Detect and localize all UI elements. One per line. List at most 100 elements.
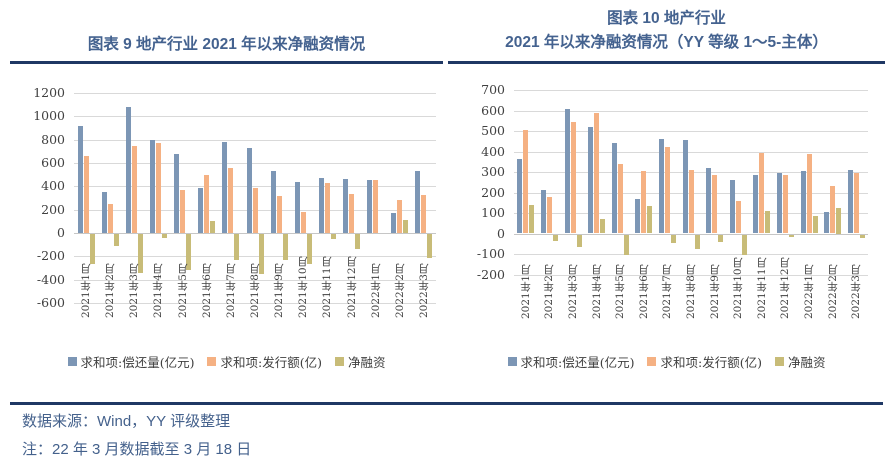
- bar-net: [742, 234, 747, 255]
- bar-repay: [367, 179, 372, 233]
- legend-item: 求和项:发行额(亿): [647, 352, 762, 371]
- x-tick-label: 2022年1月: [803, 264, 815, 319]
- bar-issue: [397, 200, 402, 233]
- x-tick-label: 2021年12月: [779, 257, 791, 319]
- bar-net: [765, 210, 770, 234]
- bar-net: [427, 234, 432, 258]
- bar-repay: [391, 213, 396, 233]
- x-tick-label: 2022年2月: [394, 263, 406, 318]
- legend-swatch: [207, 357, 217, 366]
- bar-net: [331, 234, 336, 240]
- y-tick-label: -100: [476, 246, 505, 261]
- y-tick-label: 1200: [33, 85, 65, 100]
- bar-net: [234, 234, 239, 261]
- bar-repay: [588, 126, 593, 234]
- bar-repay: [777, 173, 782, 234]
- footer-divider: [10, 402, 883, 405]
- bar-net: [162, 234, 167, 238]
- bar-net: [600, 219, 605, 234]
- y-tick-label: 700: [481, 82, 505, 97]
- x-tick-label: 2021年7月: [225, 263, 237, 318]
- bar-repay: [415, 170, 420, 233]
- y-tick-label: 300: [481, 164, 505, 179]
- bar-issue: [736, 200, 741, 234]
- bar-repay: [319, 177, 324, 233]
- y-tick-label: 100: [481, 205, 505, 220]
- y-tick-label: 600: [481, 102, 505, 118]
- bar-net: [813, 216, 818, 234]
- x-tick-label: 2022年1月: [370, 263, 382, 318]
- bar-repay: [343, 178, 348, 233]
- y-tick-label: 200: [481, 184, 505, 200]
- bar-issue: [301, 212, 306, 233]
- bar-net: [529, 204, 534, 234]
- bar-issue: [759, 152, 764, 234]
- zero-axis-line: [514, 233, 868, 235]
- bar-repay: [683, 140, 688, 234]
- bar-net: [186, 234, 191, 271]
- x-tick-label: 2021年1月: [520, 264, 532, 319]
- bar-net: [114, 234, 119, 246]
- bar-issue: [421, 194, 426, 233]
- bar-net: [624, 234, 629, 255]
- bar-repay: [659, 139, 664, 234]
- bar-net: [718, 234, 723, 242]
- bar-repay: [801, 170, 806, 234]
- bar-issue: [712, 175, 717, 234]
- legend-label: 求和项:偿还量(亿元): [520, 355, 635, 370]
- y-tick-label: 0: [57, 225, 65, 240]
- y-tick-label: 200: [41, 201, 65, 217]
- gridline: [74, 279, 436, 281]
- y-tick-label: -400: [36, 271, 65, 287]
- x-tick-label: 2021年10月: [732, 257, 744, 319]
- x-tick-label: 2021年5月: [177, 263, 189, 318]
- bar-repay: [706, 167, 711, 234]
- bar-net: [647, 205, 652, 234]
- chart-title-line2: 2021 年以来净融资情况（YY 等级 1～5-主体）: [505, 34, 828, 51]
- bar-repay: [222, 142, 227, 233]
- x-tick-label: 2021年2月: [104, 263, 116, 318]
- bar-repay: [730, 180, 735, 234]
- bar-issue: [689, 169, 694, 234]
- chart-legend: 求和项:偿还量(亿元) 求和项:发行额(亿) 净融资: [10, 352, 443, 371]
- gridline: [74, 256, 436, 258]
- bar-issue: [108, 203, 113, 233]
- bar-net: [695, 234, 700, 249]
- x-tick-label: 2021年10月: [297, 256, 309, 318]
- bar-repay: [753, 175, 758, 234]
- x-tick-label: 2021年8月: [249, 263, 261, 318]
- x-tick-label: 2021年5月: [614, 264, 626, 319]
- bar-issue: [253, 188, 258, 233]
- legend-swatch: [774, 357, 784, 366]
- y-tick-label: 400: [481, 143, 505, 159]
- legend-label: 净融资: [347, 355, 386, 370]
- bar-repay: [635, 198, 640, 234]
- y-tick-label: 800: [41, 131, 65, 147]
- y-tick-label: -600: [36, 295, 65, 310]
- x-tick-label: 2021年4月: [591, 264, 603, 319]
- bar-issue: [665, 147, 670, 234]
- bar-repay: [612, 143, 617, 234]
- bar-net: [860, 234, 865, 238]
- x-tick-label: 2021年11月: [321, 256, 333, 318]
- legend-item: 求和项:偿还量(亿元): [507, 352, 635, 371]
- gridline: [74, 139, 436, 141]
- gridline: [514, 90, 868, 91]
- legend-label: 净融资: [787, 355, 826, 370]
- x-tick-label: 2021年8月: [685, 264, 697, 319]
- bar-net: [789, 234, 794, 237]
- bar-repay: [198, 187, 203, 233]
- x-tick-label: 2021年7月: [661, 264, 673, 319]
- bar-issue: [641, 170, 646, 234]
- bar-issue: [84, 156, 89, 233]
- gridline: [74, 93, 436, 94]
- bar-net: [307, 234, 312, 264]
- bar-net: [283, 234, 288, 260]
- gridline: [514, 110, 868, 112]
- gridline: [514, 254, 868, 255]
- bar-net: [259, 234, 264, 275]
- bar-issue: [132, 145, 137, 233]
- legend-label: 求和项:发行额(亿): [220, 355, 322, 370]
- gridline: [74, 163, 436, 164]
- gridline: [74, 186, 436, 188]
